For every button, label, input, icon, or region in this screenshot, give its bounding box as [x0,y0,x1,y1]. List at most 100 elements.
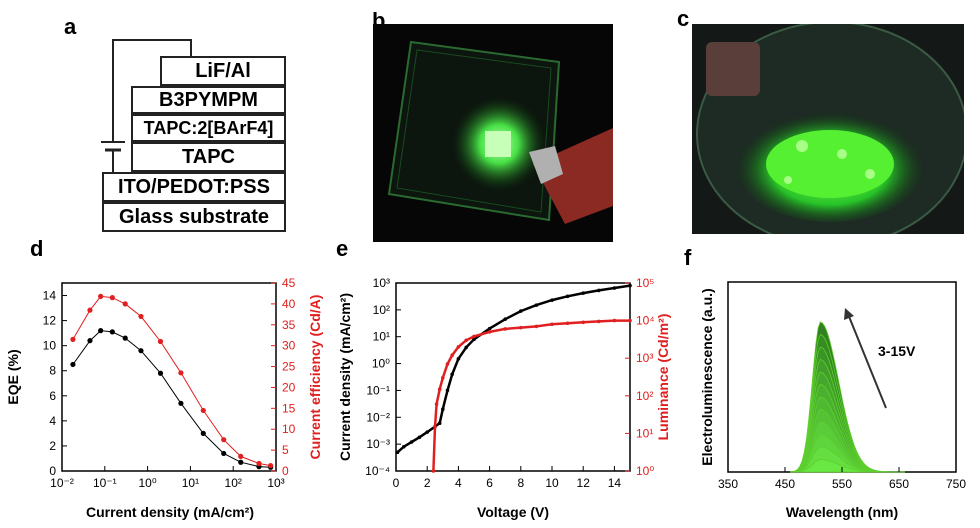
panel-label-c: c [677,6,690,31]
data-point [87,307,93,313]
data-point [437,387,442,391]
data-point [503,327,507,331]
data-point [425,430,429,434]
series-line-0 [396,284,631,454]
data-point [431,469,436,473]
data-point [417,435,422,440]
data-point [445,362,450,366]
data-point [628,318,632,323]
y-tick-label: 10¹ [373,330,390,344]
x-tick-label: 350 [718,477,738,491]
data-point [597,288,601,293]
x-tick-label: 750 [946,477,966,491]
panel-label-a: a [64,14,77,39]
data-point [519,309,523,313]
data-point [409,440,414,444]
chart-d-xlabel: Current density (mA/cm²) [86,504,254,520]
chart-f: 350 450 550 650 750 3-15V Wavelength (nm) El… [699,281,966,520]
y-right-tick-label: 20 [282,380,296,394]
y-right-tick-label: 10¹ [636,426,653,440]
data-point [464,345,468,350]
x-tick-label: 450 [775,477,795,491]
x-tick-label: 10³ [267,476,284,490]
y-tick-label: 10³ [373,276,390,290]
y-tick-label: 12 [43,314,57,328]
panel-label-d: d [30,236,44,261]
y-right-tick-label: 15 [282,401,296,415]
y-right-tick-label: 25 [282,360,296,374]
data-point [122,301,128,307]
series-line-0 [72,330,271,468]
data-point [178,370,184,376]
x-tick-label: 10¹ [182,476,199,490]
data-point [221,437,227,443]
device-stack-diagram: LiF/Al B3PYMPM TAPC:2[BArF4] TAPC ITO/PE… [95,38,295,238]
layer-glass-substrate: Glass substrate [102,202,286,232]
data-point [565,294,570,299]
data-point [157,338,164,345]
data-point [138,313,144,320]
x-tick-label: 10⁻¹ [93,476,117,490]
voltage-arrow [847,313,887,409]
layer-label: TAPC:2[BArF4] [143,117,274,138]
data-point [534,303,539,307]
layer-label: ITO/PEDOT:PSS [118,175,270,198]
data-point [441,407,445,412]
data-point [450,372,454,377]
data-point [122,335,128,341]
y-tick-label: 8 [49,364,56,378]
y-tick-label: 10⁻³ [366,437,390,451]
data-point [87,338,93,344]
series-line-1 [72,295,271,467]
data-point [581,320,585,325]
panel-label-e: e [336,236,349,261]
y-right-tick-label: 10 [282,422,296,436]
data-point [445,388,450,393]
series-line-1 [432,319,630,472]
y-right-tick-label: 10² [636,389,653,403]
x-tick-label: 12 [577,476,591,490]
y-tick-label: 10 [43,339,57,353]
chart-f-xlabel: Wavelength (nm) [786,504,898,520]
data-point [597,319,601,324]
layer-label: TAPC [182,145,235,168]
layer-lif-al: LiF/Al [160,56,286,86]
x-tick-label: 4 [455,476,462,490]
data-point [550,322,554,327]
layer-tapc: TAPC [131,142,286,172]
y-tick-label: 10⁻¹ [366,383,390,397]
y-tick-label: 10⁰ [372,357,390,371]
chart-d-ylabel-right: Current efficiency (Cd/A) [307,295,323,460]
chart-e-ylabel-right: Luminance (Cd/m²) [655,314,671,441]
data-point [200,430,206,436]
data-point [487,330,492,334]
layer-ito-pedot: ITO/PEDOT:PSS [102,172,286,202]
data-point [256,460,262,467]
data-point [472,334,476,339]
data-point [519,325,523,330]
y-tick-label: 10⁻⁴ [365,464,390,478]
x-tick-label: 10⁻² [50,476,74,490]
data-point [456,357,461,361]
data-point [98,328,104,334]
y-right-tick-label: 10⁰ [636,464,654,478]
data-point [70,361,76,368]
data-point [109,329,115,335]
layer-label: LiF/Al [195,59,251,82]
panel-label-f: f [684,245,692,270]
data-point [138,348,144,354]
chart-d: 10⁻² 10⁻¹ 10⁰ 10¹ 10² 10³ 0 2 4 6 8 10 12 14 0 5 10 15 2… [5,276,323,520]
data-point [221,450,227,457]
x-tick-label: 10 [545,476,559,490]
data-point [268,462,274,469]
chart-f-annotation: 3-15V [878,343,916,359]
x-tick-label: 0 [393,476,400,490]
x-tick-label: 550 [832,477,852,491]
y-right-tick-label: 5 [282,443,289,457]
data-point [157,370,164,376]
data-point [441,376,445,380]
data-point [450,353,454,358]
data-point [238,459,244,465]
data-point [456,345,461,349]
y-right-tick-label: 40 [282,297,296,311]
